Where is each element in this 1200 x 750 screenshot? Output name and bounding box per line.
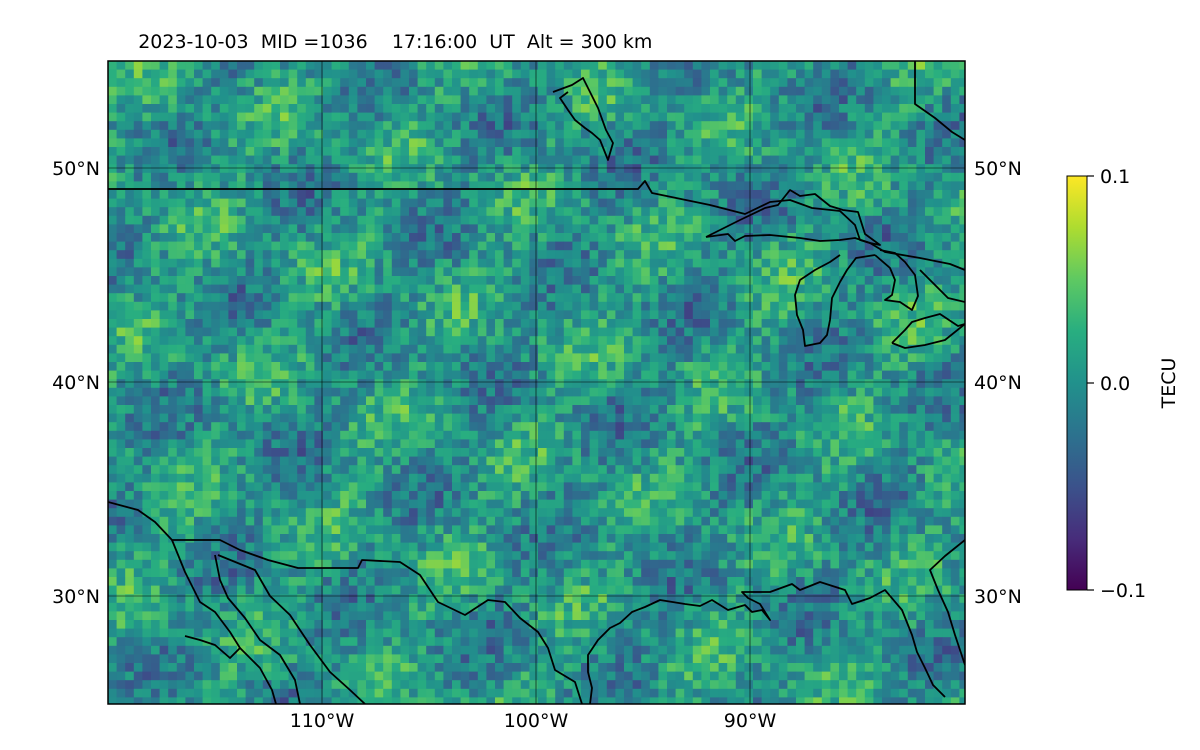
lon-labels: 110°W 100°W 90°W bbox=[290, 710, 777, 732]
lon-label-90: 90°W bbox=[724, 710, 777, 732]
colorbar-title: TECU bbox=[1158, 358, 1180, 410]
map-frame bbox=[107, 60, 966, 705]
title-mid: MID =1036 bbox=[261, 31, 368, 53]
hudson-bay-fragment bbox=[552, 77, 614, 161]
title-alt: Alt = 300 km bbox=[527, 31, 653, 53]
florida-coast bbox=[929, 539, 965, 666]
colorbar: 0.1 0.0 −0.1 TECU bbox=[1066, 166, 1180, 602]
lat-labels-right: 50°N 40°N 30°N bbox=[974, 158, 1022, 608]
us-mexico-border bbox=[108, 501, 583, 704]
title-time: 17:16:00 UT bbox=[392, 31, 515, 53]
gulf-coast bbox=[587, 581, 946, 704]
colorbar-label-zero: 0.0 bbox=[1100, 373, 1130, 395]
lat-label-50-right: 50°N bbox=[974, 158, 1022, 180]
lat-labels-left: 50°N 40°N 30°N bbox=[52, 158, 100, 608]
canada-coast-ne bbox=[914, 61, 965, 141]
sierra-madre-coast bbox=[239, 647, 277, 704]
lake-erie bbox=[891, 313, 965, 349]
colorbar-gradient bbox=[1066, 175, 1088, 591]
baja-california bbox=[171, 539, 241, 659]
colorbar-label-min: −0.1 bbox=[1100, 580, 1146, 602]
lon-label-100: 100°W bbox=[504, 710, 569, 732]
tec-heatmap bbox=[108, 61, 965, 704]
lat-label-30-left: 30°N bbox=[52, 586, 100, 608]
lat-label-30-right: 30°N bbox=[974, 586, 1022, 608]
title-date: 2023-10-03 bbox=[138, 31, 248, 53]
lat-label-40-left: 40°N bbox=[52, 372, 100, 394]
lake-huron bbox=[874, 249, 919, 311]
gridlines bbox=[108, 61, 965, 704]
pacific-coast-mex bbox=[217, 554, 366, 704]
colorbar-label-max: 0.1 bbox=[1100, 166, 1130, 188]
lat-label-50-left: 50°N bbox=[52, 158, 100, 180]
map-title: 2023-10-03 MID =1036 17:16:00 UT Alt = 3… bbox=[108, 31, 671, 53]
lake-michigan bbox=[794, 254, 876, 347]
map-panel bbox=[107, 60, 966, 705]
lake-ontario-edge bbox=[919, 269, 965, 303]
gulf-of-california bbox=[214, 554, 301, 704]
lake-superior bbox=[705, 189, 881, 246]
coastlines-borders bbox=[108, 61, 965, 704]
lat-label-40-right: 40°N bbox=[974, 372, 1022, 394]
lon-label-110: 110°W bbox=[290, 710, 355, 732]
